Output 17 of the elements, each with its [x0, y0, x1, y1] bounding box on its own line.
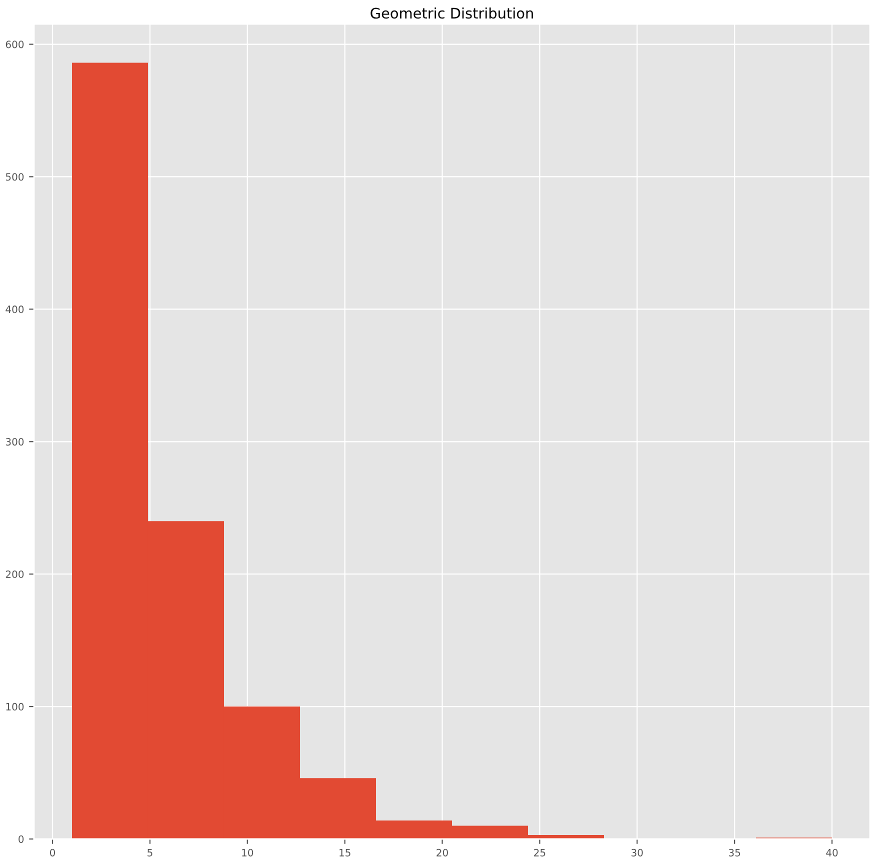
y-tick-label: 400 [6, 306, 24, 314]
x-tick-label: 40 [826, 848, 838, 856]
x-tick-label: 5 [148, 849, 152, 856]
y-tick-label: 100 [6, 702, 24, 710]
y-tick-label: 500 [6, 173, 24, 181]
y-tick-label: 200 [6, 570, 24, 578]
y-tick-label: 0 [18, 835, 24, 843]
y-tick-label: 300 [6, 438, 24, 446]
x-tick-label: 25 [534, 848, 546, 856]
y-tick-label: 600 [6, 40, 24, 48]
chart-title: Geometric Distribution [370, 7, 533, 19]
x-tick-label: 0 [50, 848, 56, 856]
x-tick-label: 10 [242, 848, 254, 856]
x-tick-label: 15 [340, 849, 350, 856]
x-tick-label: 20 [436, 848, 448, 856]
x-tick-label: 35 [728, 848, 740, 856]
x-tick-label: 30 [632, 848, 643, 856]
